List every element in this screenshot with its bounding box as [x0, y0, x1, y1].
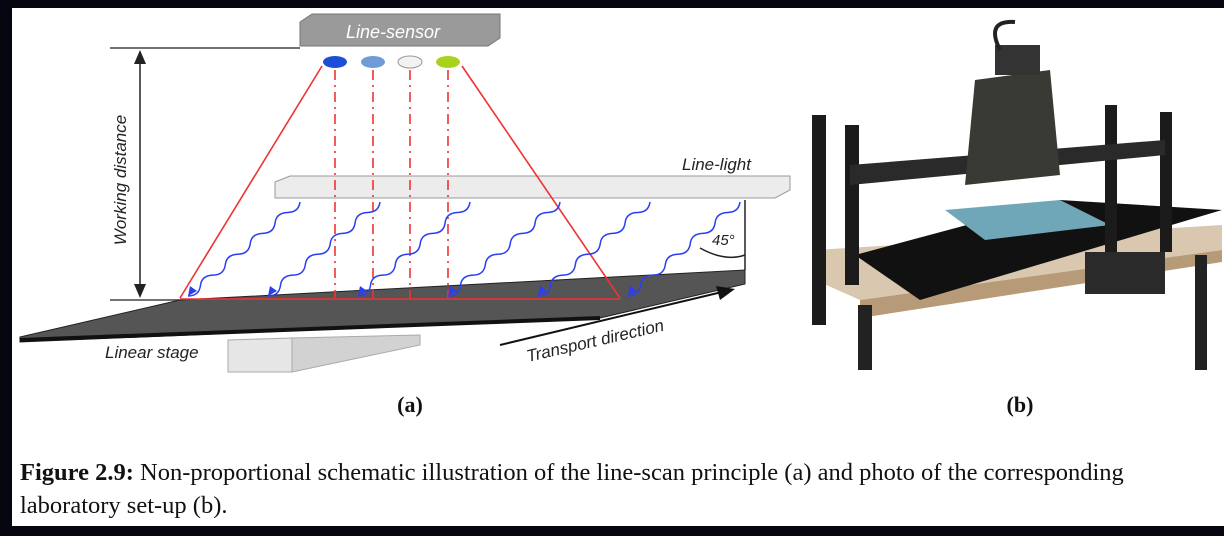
light-ray	[188, 202, 300, 296]
linear-stage-block	[228, 338, 292, 372]
transport-direction-label: Transport direction	[525, 316, 666, 366]
table-leg	[1195, 255, 1207, 370]
figure: Working distance Linear stage Line-light…	[12, 8, 1224, 526]
table-leg	[858, 305, 872, 370]
camera-housing	[965, 70, 1060, 185]
light-ray	[358, 202, 470, 296]
line-light-label: Line-light	[682, 155, 752, 174]
caption: Figure 2.9: Non-proportional schematic i…	[20, 456, 1224, 522]
angle-arc	[700, 248, 745, 257]
line-sensor-label: Line-sensor	[346, 22, 441, 42]
panel-a: Working distance Linear stage Line-light…	[20, 14, 790, 417]
working-distance-label: Working distance	[111, 115, 130, 245]
lens	[436, 56, 460, 68]
line-light	[275, 176, 790, 198]
controller-box	[1085, 252, 1165, 294]
panel-a-label: (a)	[397, 392, 423, 417]
caption-text: Non-proportional schematic illustration …	[20, 459, 1124, 519]
panel-b-photo: (b)	[812, 22, 1222, 417]
figure-drawing: Working distance Linear stage Line-light…	[12, 8, 1224, 448]
linear-stage-label: Linear stage	[105, 343, 199, 362]
frame-post	[812, 115, 826, 325]
lens	[361, 56, 385, 68]
lens	[323, 56, 347, 68]
linear-stage-side	[292, 335, 420, 372]
panel-b-label: (b)	[1007, 392, 1034, 417]
camera	[995, 45, 1040, 75]
frame-post	[1160, 112, 1172, 252]
lens	[398, 56, 422, 68]
arrow-head	[134, 50, 146, 64]
light-ray	[268, 202, 380, 296]
angle-label: 45°	[712, 232, 735, 249]
frame-post	[845, 125, 859, 285]
page: Working distance Linear stage Line-light…	[0, 0, 1224, 536]
arrow-head	[716, 286, 735, 300]
caption-label: Figure 2.9:	[20, 459, 134, 486]
arrow-head	[134, 284, 146, 298]
